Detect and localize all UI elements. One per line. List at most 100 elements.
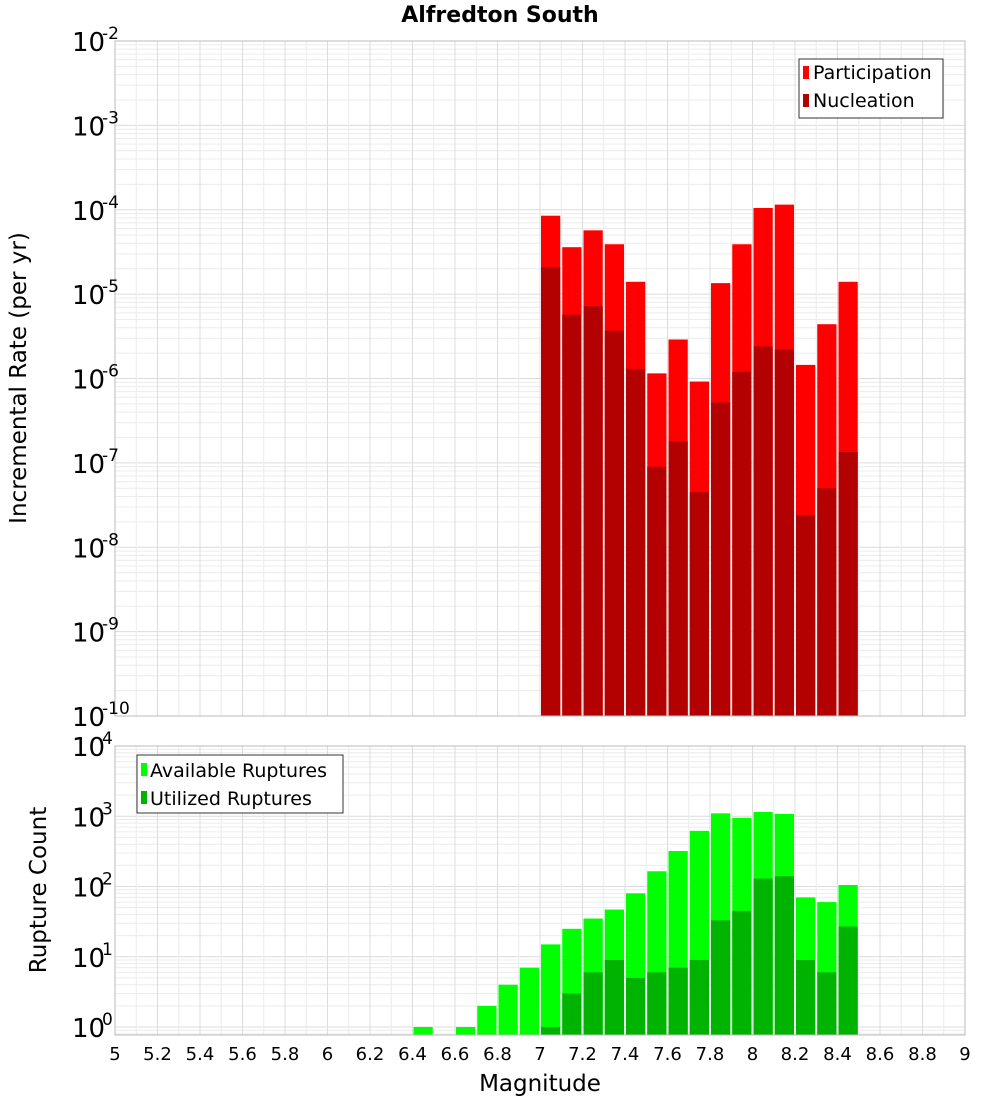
nucleation-bar xyxy=(626,368,646,716)
utilized-ruptures-bar xyxy=(541,1027,561,1035)
x-axis-label: Magnitude xyxy=(479,1071,601,1097)
top-y-tick-exponent: -3 xyxy=(102,108,119,128)
rupture-count-bars xyxy=(413,811,858,1035)
utilized-ruptures-bar xyxy=(774,876,794,1035)
utilized-ruptures-bar xyxy=(668,967,688,1035)
top-y-tick-base: 10 xyxy=(72,366,105,396)
x-tick-labels: 5 5.2 5.4 5.6 5.8 6 6.2 6.4 6.6 6.8 7 7.2 7.4 7.6 7.8 8… xyxy=(109,1044,970,1065)
top-y-tick: 10-2 xyxy=(72,24,119,58)
bottom-legend: Available Ruptures Utilized Ruptures xyxy=(136,754,344,814)
top-y-axis-label: Incremental Rate (per yr) xyxy=(6,232,32,524)
nucleation-bar xyxy=(817,488,837,716)
utilized-ruptures-legend-swatch xyxy=(141,791,147,804)
top-y-tick-base: 10 xyxy=(72,703,105,733)
participation-legend-swatch xyxy=(803,66,809,79)
x-tick-label: 6.2 xyxy=(356,1044,385,1065)
chart-title: Alfredton South xyxy=(401,3,598,28)
top-plot-grid xyxy=(114,40,966,717)
utilized-ruptures-bar xyxy=(689,959,709,1035)
x-tick-label: 9 xyxy=(959,1044,970,1065)
utilized-ruptures-bar xyxy=(817,972,837,1035)
nucleation-bar xyxy=(753,346,773,716)
top-y-tick-base: 10 xyxy=(72,112,105,142)
x-tick-label: 5 xyxy=(109,1044,120,1065)
x-tick-label: 5.8 xyxy=(271,1044,300,1065)
x-tick-label: 6.8 xyxy=(483,1044,512,1065)
top-legend: Participation Nucleation xyxy=(798,58,944,119)
bottom-y-tick: 103 xyxy=(72,799,113,833)
bottom-y-tick-base: 10 xyxy=(72,944,105,974)
utilized-ruptures-bar xyxy=(647,972,667,1035)
top-y-tick-exponent: -5 xyxy=(102,277,119,297)
utilized-ruptures-bar xyxy=(562,993,582,1035)
nucleation-bar xyxy=(562,314,582,716)
top-y-tick: 10-10 xyxy=(72,699,130,733)
available-ruptures-bar xyxy=(541,944,561,1035)
available-ruptures-bar xyxy=(477,1005,497,1035)
top-y-tick-base: 10 xyxy=(72,534,105,564)
nucleation-bar xyxy=(774,349,794,716)
top-y-tick-base: 10 xyxy=(72,197,105,227)
utilized-ruptures-bar xyxy=(838,926,858,1035)
nucleation-legend-swatch xyxy=(803,94,809,107)
x-tick-label: 7.8 xyxy=(696,1044,725,1065)
x-tick-label: 8.2 xyxy=(781,1044,810,1065)
x-tick-label: 5.6 xyxy=(228,1044,257,1065)
bottom-legend-box xyxy=(136,754,344,814)
x-tick-label: 8 xyxy=(747,1044,758,1065)
bottom-plot-grid xyxy=(114,745,966,1035)
utilized-ruptures-legend-label: Utilized Ruptures xyxy=(150,788,312,810)
x-tick-label: 8.4 xyxy=(823,1044,852,1065)
utilized-ruptures-bar xyxy=(732,910,752,1035)
top-plot-frame xyxy=(114,40,966,717)
utilized-ruptures-bar xyxy=(753,878,773,1035)
bottom-y-tick-exponent: 4 xyxy=(102,729,113,749)
nucleation-bar xyxy=(583,306,603,716)
available-ruptures-bar xyxy=(456,1027,476,1035)
bottom-y-tick: 100 xyxy=(72,1010,113,1044)
bottom-y-tick: 104 xyxy=(72,729,113,763)
utilized-ruptures-bar xyxy=(583,972,603,1035)
bottom-y-tick-exponent: 3 xyxy=(102,799,113,819)
bottom-y-axis-label: Rupture Count xyxy=(26,807,52,973)
top-y-tick-exponent: -4 xyxy=(102,193,119,213)
x-tick-label: 6.6 xyxy=(441,1044,470,1065)
nucleation-bar xyxy=(689,492,709,716)
top-y-tick-base: 10 xyxy=(72,619,105,649)
utilized-ruptures-bar xyxy=(711,920,731,1035)
nucleation-bar xyxy=(838,451,858,716)
participation-legend-label: Participation xyxy=(813,62,932,84)
bottom-y-tick-exponent: 2 xyxy=(102,870,113,890)
top-y-tick: 10-6 xyxy=(72,362,119,396)
x-tick-label: 7 xyxy=(534,1044,545,1065)
rate-bars xyxy=(541,204,858,717)
nucleation-legend-label: Nucleation xyxy=(813,90,915,112)
utilized-ruptures-bar xyxy=(796,959,816,1035)
available-ruptures-legend-label: Available Ruptures xyxy=(150,760,327,782)
bottom-y-tick-exponent: 0 xyxy=(102,1010,113,1030)
bottom-y-tick-base: 10 xyxy=(72,1014,105,1044)
nucleation-bar xyxy=(604,330,624,716)
x-tick-label: 7.2 xyxy=(568,1044,597,1065)
bottom-y-tick-base: 10 xyxy=(72,803,105,833)
nucleation-bar xyxy=(647,466,667,716)
top-y-tick-exponent: -8 xyxy=(102,530,119,550)
top-y-tick-base: 10 xyxy=(72,28,105,58)
x-tick-label: 7.6 xyxy=(653,1044,682,1065)
top-y-tick-exponent: -2 xyxy=(102,24,119,44)
top-y-tick: 10-9 xyxy=(72,615,119,649)
x-tick-label: 5.4 xyxy=(186,1044,215,1065)
bottom-y-tick-base: 10 xyxy=(72,733,105,763)
x-tick-label: 6.4 xyxy=(398,1044,427,1065)
nucleation-bar xyxy=(541,266,561,716)
x-tick-label: 8.6 xyxy=(866,1044,895,1065)
top-y-tick-exponent: -7 xyxy=(102,446,119,466)
top-y-tick-exponent: -6 xyxy=(102,362,119,382)
bottom-y-tick-base: 10 xyxy=(72,874,105,904)
x-tick-label: 5.2 xyxy=(143,1044,172,1065)
available-ruptures-bar xyxy=(413,1027,433,1035)
top-y-tick-base: 10 xyxy=(72,281,105,311)
bottom-y-tick: 102 xyxy=(72,870,113,904)
